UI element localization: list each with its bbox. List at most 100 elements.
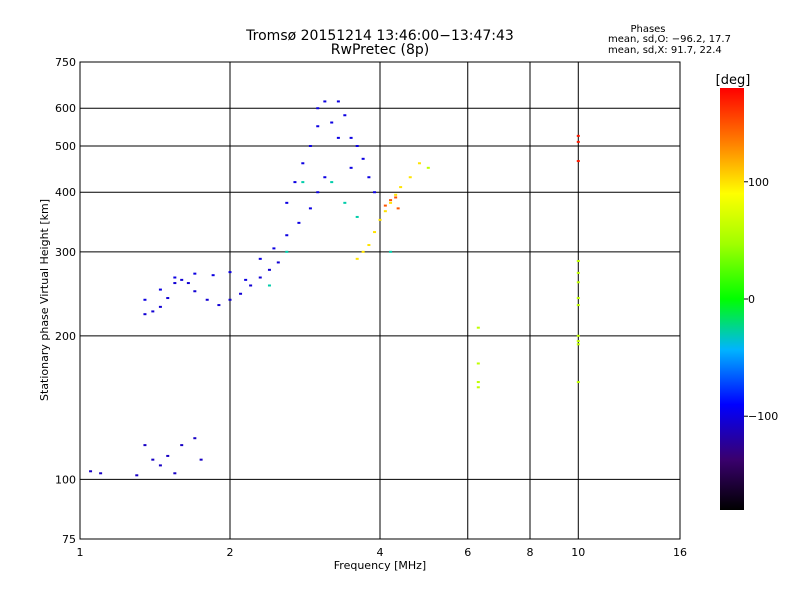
x-axis-label: Frequency [MHz] [334,559,426,572]
y-tick-label: 600 [55,102,76,115]
y-axis-label: Stationary phase Virtual Height [km] [38,199,51,401]
data-point [408,176,412,179]
data-point [186,282,190,285]
data-point [135,474,139,477]
data-point [267,268,271,271]
data-point [576,334,580,337]
data-point [143,313,147,316]
data-point [389,250,393,253]
data-point [576,304,580,307]
data-point [180,444,184,447]
data-point [244,278,248,281]
data-point [228,271,232,274]
data-point [576,343,580,346]
phase-legend-x: mean, sd,X: 91.7, 22.4 [608,45,722,56]
data-point [355,215,359,218]
data-point [396,207,400,210]
data-point [378,218,382,221]
data-point [576,259,580,262]
data-point [576,140,580,143]
data-point [476,362,480,365]
data-point [276,261,280,264]
data-point [166,297,170,300]
data-point [576,271,580,274]
data-point [193,437,197,440]
data-point [476,381,480,384]
y-tick-label: 200 [55,330,76,343]
data-point [293,181,297,184]
data-point [316,125,320,128]
colorbar-label: [deg] [716,73,751,88]
x-tick-label: 4 [377,546,384,559]
data-point [343,201,347,204]
data-point [258,257,262,260]
data-point [316,107,320,110]
data-point [383,210,387,213]
data-point [285,201,289,204]
data-point [143,298,147,301]
x-tick-label: 8 [527,546,534,559]
data-point [285,234,289,237]
data-point [576,340,580,343]
data-point [249,284,253,287]
data-point [373,231,377,234]
y-tick-label: 750 [55,56,76,69]
data-point [308,207,312,210]
data-point [158,464,162,467]
data-point [89,470,93,473]
data-point [367,176,371,179]
x-tick-label: 16 [673,546,687,559]
data-point [394,193,398,196]
data-point [297,221,301,224]
data-point [272,247,276,250]
y-tick-label: 300 [55,246,76,259]
data-point [349,166,353,169]
data-point [361,157,365,160]
data-point [389,201,393,204]
chart-subtitle: RwPretec (8p) [331,42,429,58]
data-point [205,298,209,301]
data-point [367,244,371,247]
data-point [336,100,340,103]
data-point [323,176,327,179]
data-point [173,472,177,475]
data-point [330,181,334,184]
y-tick-label: 500 [55,140,76,153]
data-point [576,381,580,384]
data-point [173,276,177,279]
data-point [426,166,430,169]
x-tick-label: 10 [571,546,585,559]
data-point [336,136,340,139]
data-point [301,162,305,165]
data-points [89,100,580,477]
data-point [476,386,480,389]
grid-lines [80,62,680,539]
data-point [267,284,271,287]
colorbar-tick-label: −100 [748,410,778,423]
data-point [394,196,398,199]
data-point [158,288,162,291]
y-tick-label: 400 [55,186,76,199]
data-point [330,121,334,124]
data-point [285,250,289,253]
y-tick-label: 100 [55,473,76,486]
data-point [417,162,421,165]
data-point [316,191,320,194]
y-axis-ticks: 75 100 200 300 400 500 600 750 [55,56,76,546]
data-point [373,191,377,194]
data-point [389,199,393,202]
data-point [355,257,359,260]
data-point [151,310,155,313]
chart-title: Tromsø 20151214 13:46:00−13:47:43 [245,28,514,44]
x-axis-ticks: 1 2 4 6 8 10 16 [77,546,688,559]
data-point [239,292,243,295]
data-point [576,134,580,137]
data-point [180,278,184,281]
colorbar-ticks: 100 0 −100 [744,176,778,423]
data-point [576,160,580,163]
phase-legend-o: mean, sd,O: −96.2, 17.7 [608,34,731,45]
data-point [143,444,147,447]
data-point [199,458,203,461]
data-point [343,114,347,117]
